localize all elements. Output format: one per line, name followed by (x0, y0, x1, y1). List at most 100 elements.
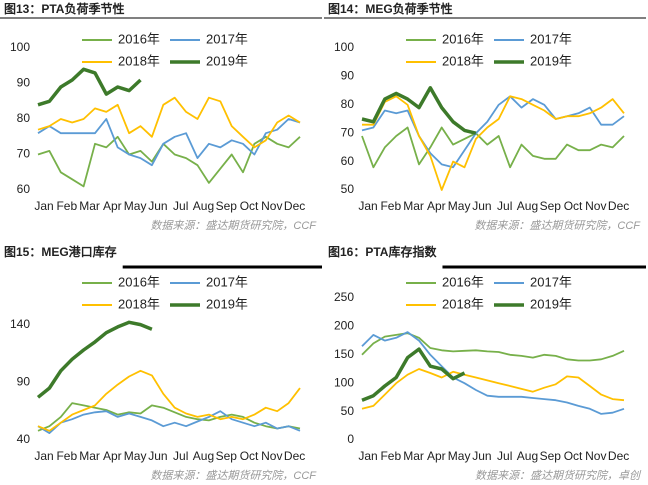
y-tick-label: 40 (17, 432, 31, 446)
x-tick-label: Jul (497, 199, 512, 213)
x-tick-label: Jun (148, 199, 167, 213)
x-tick-label: May (448, 449, 471, 463)
series-line (37, 67, 142, 107)
x-tick-label: Dec (284, 449, 305, 463)
legend-label: 2016年 (118, 31, 160, 46)
series-line (361, 95, 625, 169)
y-tick-label: 100 (10, 40, 30, 54)
series-line (361, 368, 625, 410)
x-tick-label: May (124, 199, 147, 213)
series-line (37, 118, 301, 167)
chart-caption: 图16：PTA库存指数 (328, 244, 437, 259)
x-tick-label: Feb (380, 449, 401, 463)
y-tick-label: 80 (341, 97, 355, 111)
legend-label: 2016年 (442, 31, 484, 46)
series-line (361, 126, 625, 169)
x-tick-label: May (124, 449, 147, 463)
chart-caption: 图15：MEG港口库存 (4, 244, 117, 259)
x-tick-label: Sep (216, 199, 238, 213)
x-tick-label: Jun (472, 449, 491, 463)
series-line (37, 402, 301, 432)
x-tick-label: Oct (564, 449, 583, 463)
y-tick-label: 70 (17, 147, 31, 161)
x-tick-label: Apr (427, 199, 446, 213)
x-tick-label: Aug (517, 449, 538, 463)
x-tick-label: May (448, 199, 471, 213)
y-tick-label: 90 (17, 76, 31, 90)
y-tick-label: 60 (17, 182, 31, 196)
x-tick-label: Oct (240, 199, 259, 213)
x-tick-label: Dec (284, 199, 305, 213)
series-line (362, 95, 625, 191)
x-tick-label: Oct (564, 199, 583, 213)
legend-label: 2019年 (530, 53, 572, 68)
x-tick-label: Jun (148, 449, 167, 463)
x-tick-label: Oct (240, 449, 259, 463)
x-tick-label: Apr (103, 199, 122, 213)
series-line (37, 96, 301, 149)
source-note: 数据来源：盛达期货研究院，CCF (474, 219, 641, 232)
x-tick-label: Jan (358, 449, 377, 463)
x-tick-label: Apr (103, 449, 122, 463)
x-tick-label: Feb (56, 449, 77, 463)
legend-label: 2018年 (442, 296, 484, 311)
x-tick-label: Sep (216, 449, 238, 463)
y-tick-label: 250 (334, 290, 354, 304)
x-tick-label: Mar (79, 449, 100, 463)
x-tick-label: Dec (608, 449, 629, 463)
x-tick-label: Nov (261, 449, 282, 463)
y-tick-label: 80 (17, 111, 31, 125)
x-tick-label: Jan (34, 199, 53, 213)
series-line (36, 320, 153, 399)
x-tick-label: Mar (403, 449, 424, 463)
y-tick-label: 150 (334, 347, 354, 361)
x-tick-label: Feb (56, 199, 77, 213)
x-tick-label: Nov (585, 199, 606, 213)
x-tick-label: Aug (193, 199, 214, 213)
series-line (361, 332, 625, 362)
series-line (37, 135, 301, 188)
y-tick-label: 100 (334, 40, 354, 54)
legend-label: 2018年 (118, 296, 160, 311)
chart-caption: 图14：MEG负荷季节性 (328, 1, 453, 16)
chart-caption: 图13：PTA负荷季节性 (4, 1, 124, 16)
x-tick-label: Dec (608, 199, 629, 213)
source-note: 数据来源：盛达期货研究院，CCF (150, 219, 317, 232)
legend-label: 2017年 (530, 274, 572, 289)
legend-label: 2019年 (530, 296, 572, 311)
y-tick-label: 0 (347, 432, 354, 446)
y-tick-label: 90 (17, 374, 31, 388)
x-tick-label: Jan (358, 199, 377, 213)
legend-label: 2018年 (118, 53, 160, 68)
x-tick-label: Apr (427, 449, 446, 463)
x-tick-label: Jul (173, 199, 188, 213)
x-tick-label: Nov (261, 199, 282, 213)
legend-label: 2016年 (442, 274, 484, 289)
x-tick-label: Nov (585, 449, 606, 463)
x-tick-label: Jul (173, 449, 188, 463)
y-tick-label: 50 (341, 404, 355, 418)
x-tick-label: Mar (79, 199, 100, 213)
legend-label: 2019年 (206, 53, 248, 68)
series-line (37, 369, 301, 432)
y-tick-label: 200 (334, 319, 354, 333)
legend-label: 2017年 (206, 274, 248, 289)
x-tick-label: Mar (403, 199, 424, 213)
source-note: 数据来源：盛达期货研究院，CCF (150, 469, 317, 482)
series-line (361, 86, 477, 135)
x-tick-label: Aug (193, 449, 214, 463)
legend-label: 2019年 (206, 296, 248, 311)
x-tick-label: Sep (540, 199, 562, 213)
x-tick-label: Feb (380, 199, 401, 213)
legend-label: 2018年 (442, 53, 484, 68)
series-line (361, 347, 466, 402)
x-tick-label: Sep (540, 449, 562, 463)
x-tick-label: Aug (517, 199, 538, 213)
series-line (361, 331, 625, 415)
